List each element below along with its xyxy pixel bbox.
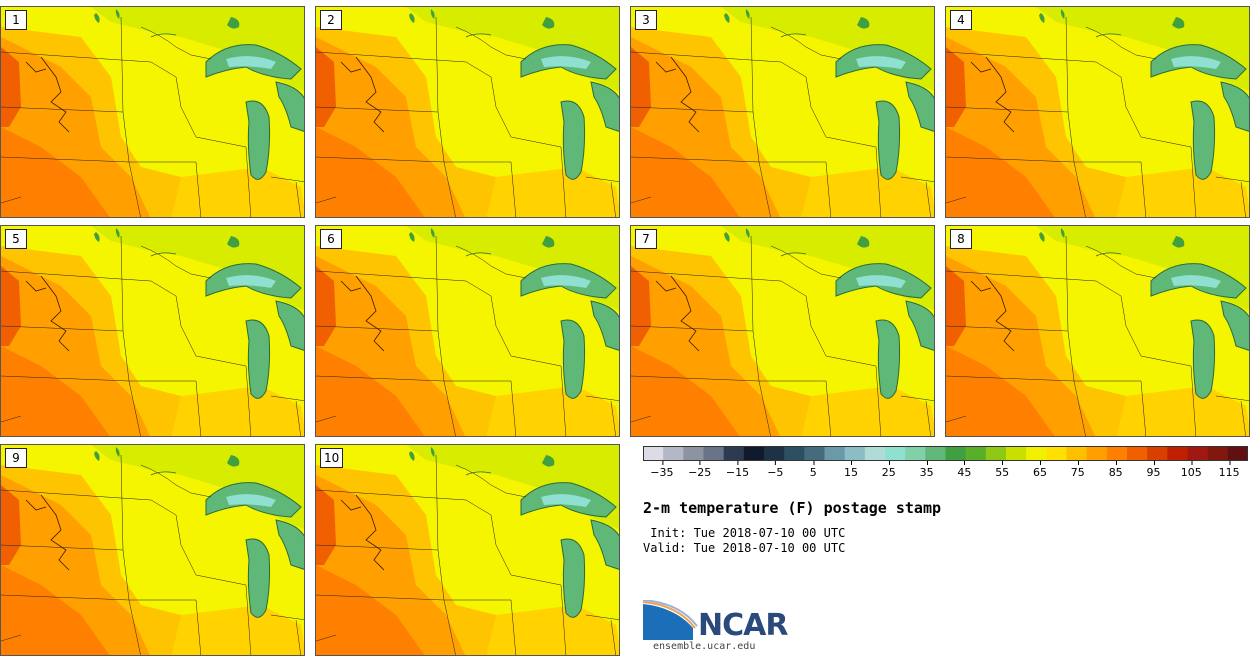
colorbar-tick-label: −25: [688, 461, 712, 479]
colorbar-tick-label: 25: [881, 461, 896, 479]
colorbar-tick-label: 75: [1070, 461, 1085, 479]
colorbar-swatch: [1187, 446, 1209, 461]
colorbar-tick-label: 95: [1146, 461, 1161, 479]
map-panel-10: 10: [315, 444, 620, 656]
colorbar-swatch: [965, 446, 987, 461]
map-panel-7: 7: [630, 225, 935, 437]
colorbar-swatch: [683, 446, 704, 461]
colorbar-swatch: [784, 446, 805, 461]
colorbar-tick-label: −15: [725, 461, 750, 479]
temperature-map: [316, 226, 619, 436]
colorbar-tick-label: 105: [1180, 461, 1202, 479]
colorbar-tick-label: 65: [1033, 461, 1047, 479]
colorbar-swatch: [723, 446, 745, 461]
ncar-logo-text: NCAR: [698, 608, 788, 643]
colorbar-border: [643, 446, 1248, 461]
map-panel-4: 4: [945, 6, 1250, 218]
valid-time: Valid: Tue 2018-07-10 00 UTC: [643, 541, 846, 555]
panel-label: 4: [950, 10, 972, 30]
panel-label: 8: [950, 229, 972, 249]
temperature-map: [631, 7, 934, 217]
temperature-map: [946, 7, 1249, 217]
panel-label: 3: [635, 10, 657, 30]
colorbar-tick-label: −5: [767, 461, 784, 479]
colorbar-tick-label: 15: [844, 461, 858, 479]
colorbar-swatch: [885, 446, 906, 461]
colorbar-swatch: [643, 446, 664, 461]
colorbar-swatch: [1207, 446, 1229, 461]
colorbar-swatch: [1147, 446, 1168, 461]
colorbar-swatch: [1167, 446, 1188, 461]
colorbar-swatch: [804, 446, 825, 461]
colorbar-swatch: [1086, 446, 1108, 461]
colorbar-swatch: [1127, 446, 1148, 461]
colorbar-swatch: [1006, 446, 1027, 461]
colorbar-swatch: [864, 446, 886, 461]
colorbar-tick-label: 55: [995, 461, 1010, 479]
colorbar-tick-label: 45: [957, 461, 972, 479]
temperature-map: [631, 226, 934, 436]
ncar-logo-icon: [643, 600, 698, 640]
colorbar-swatch: [945, 446, 967, 461]
colorbar-swatch: [1227, 446, 1248, 461]
map-panel-6: 6: [315, 225, 620, 437]
panel-label: 6: [320, 229, 342, 249]
panel-label: 1: [5, 10, 27, 30]
colorbar-swatch: [703, 446, 725, 461]
temperature-map: [1, 7, 304, 217]
panel-label: 7: [635, 229, 657, 249]
init-time: Init: Tue 2018-07-10 00 UTC: [643, 526, 846, 540]
colorbar-swatch: [1066, 446, 1088, 461]
map-panel-8: 8: [945, 225, 1250, 437]
panel-label: 5: [5, 229, 27, 249]
temperature-map: [1, 445, 304, 655]
colorbar-swatch: [1026, 446, 1047, 461]
colorbar-swatch: [925, 446, 946, 461]
colorbar-tick-label: −35: [650, 461, 674, 479]
colorbar-tick-label: 5: [809, 461, 817, 479]
colorbar-swatch: [985, 446, 1007, 461]
chart-title: 2-m temperature (F) postage stamp: [643, 499, 942, 517]
temperature-map: [316, 7, 619, 217]
colorbar-tick-label: 85: [1108, 461, 1123, 479]
temperature-map: [316, 445, 619, 655]
panel-label: 2: [320, 10, 342, 30]
colorbar-swatch: [663, 446, 684, 461]
colorbar-tick-label: 35: [919, 461, 934, 479]
panel-label: 9: [5, 448, 27, 468]
map-panel-2: 2: [315, 6, 620, 218]
colorbar-swatch: [743, 446, 765, 461]
map-panel-1: 1: [0, 6, 305, 218]
colorbar-swatch: [824, 446, 846, 461]
temperature-map: [1, 226, 304, 436]
map-panel-3: 3: [630, 6, 935, 218]
colorbar-swatch: [1046, 446, 1067, 461]
panel-label: 10: [320, 448, 344, 468]
colorbar: [643, 446, 1248, 461]
map-panel-5: 5: [0, 225, 305, 437]
temperature-map: [946, 226, 1249, 436]
colorbar-swatch: [905, 446, 926, 461]
colorbar-swatch: [844, 446, 866, 461]
colorbar-tick-labels: −35 −25 −15 −5 5 15 25 35 45 55 65 75 85 95 105 115: [643, 461, 1248, 482]
map-panel-9: 9: [0, 444, 305, 656]
colorbar-swatch: [764, 446, 785, 461]
colorbar-tick-label: 115: [1218, 461, 1240, 479]
colorbar-swatch: [1106, 446, 1128, 461]
ncar-url: ensemble.ucar.edu: [653, 641, 756, 652]
